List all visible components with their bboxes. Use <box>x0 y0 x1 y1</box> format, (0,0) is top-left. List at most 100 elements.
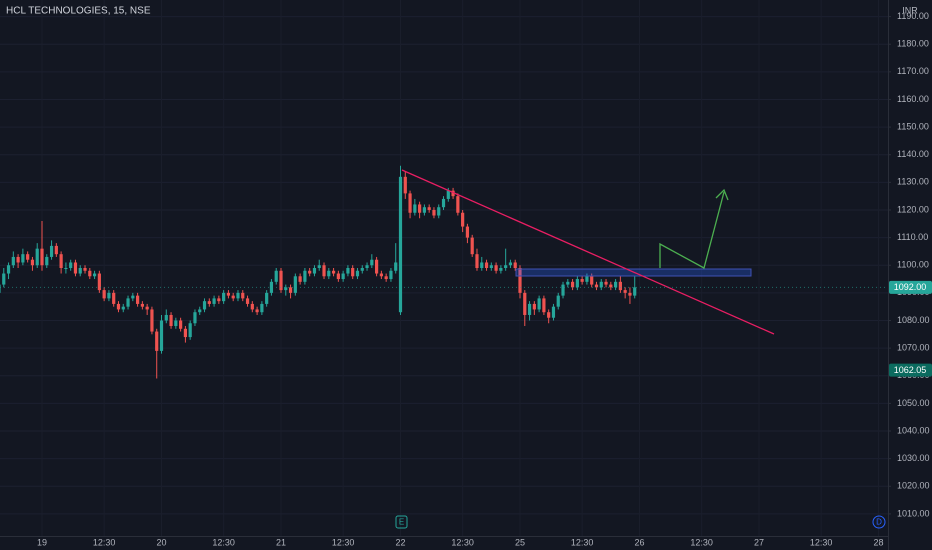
candle-body <box>480 262 484 268</box>
x-tick-label: 12:30 <box>571 537 594 547</box>
y-tick-label: 1170.00 <box>897 66 929 76</box>
dividend-icon-label: D <box>876 518 882 527</box>
x-tick-label: 21 <box>276 537 286 547</box>
price-label: 1062.05 <box>894 365 927 375</box>
y-tick-label: 1130.00 <box>897 177 929 187</box>
candle-body <box>370 259 374 266</box>
candle-body <box>470 237 474 255</box>
dividend-icon[interactable]: D <box>872 515 886 529</box>
candle-body <box>140 303 144 307</box>
candle-body <box>604 281 608 285</box>
candle-body <box>245 298 250 304</box>
y-tick-label: 1140.00 <box>897 149 929 159</box>
x-tick-label: 12:30 <box>690 537 713 547</box>
candle-body <box>628 292 632 296</box>
candle-body <box>355 270 360 277</box>
candle-body <box>451 190 455 197</box>
candle-body <box>131 295 135 299</box>
y-tick-label: 1070.00 <box>897 342 930 352</box>
candle-body <box>73 262 78 274</box>
candle-body <box>121 306 125 310</box>
chart-title: HCL TECHNOLOGIES, 15, NSE <box>6 6 151 17</box>
x-tick-label: 28 <box>873 537 883 547</box>
candle-body <box>164 314 168 321</box>
candle-body <box>255 309 259 313</box>
candle-body <box>322 265 326 277</box>
candle-body <box>527 303 532 315</box>
candle-body <box>532 303 536 310</box>
y-tick-label: 1020.00 <box>897 481 930 491</box>
x-tick-label: 12:30 <box>93 537 116 547</box>
candle-body <box>547 312 551 318</box>
candle-body <box>609 284 613 288</box>
x-tick-label: 22 <box>395 537 405 547</box>
event-icon[interactable]: E <box>395 515 408 529</box>
candle-body <box>556 295 560 307</box>
candle-body <box>188 323 192 338</box>
candle-body <box>155 331 159 351</box>
candle-body <box>40 248 44 266</box>
candle-body <box>437 207 441 216</box>
candle-body <box>198 309 202 313</box>
y-tick-label: 1030.00 <box>897 453 930 463</box>
x-tick-label: 20 <box>156 537 166 547</box>
candle-body <box>513 262 517 268</box>
candle-body <box>389 270 393 280</box>
candle-body <box>236 292 240 299</box>
candle-body <box>375 259 379 274</box>
candle-body <box>179 320 183 329</box>
event-icon-label: E <box>399 518 404 527</box>
candle-body <box>599 281 603 288</box>
candle-body <box>112 292 116 304</box>
candle-body <box>288 287 293 293</box>
candle-body <box>69 262 73 268</box>
candle-body <box>126 298 130 307</box>
x-tick-label: 12:30 <box>332 537 355 547</box>
candle-body <box>594 284 599 288</box>
price-label: 1092.00 <box>894 282 927 292</box>
candle-body <box>250 303 254 310</box>
candle-body <box>422 207 426 213</box>
currency-label: INR <box>902 5 918 15</box>
candle-body <box>351 268 355 277</box>
candle-body <box>11 256 15 266</box>
candle-body <box>97 273 101 291</box>
candle-body <box>107 292 111 299</box>
candle-body <box>231 295 235 299</box>
candle-body <box>623 290 627 293</box>
candle-body <box>64 268 68 269</box>
candle-body <box>618 281 622 291</box>
candle-body <box>418 204 422 213</box>
x-tick-label: 26 <box>634 537 644 547</box>
candle-body <box>59 254 63 268</box>
candle-body <box>6 265 11 274</box>
candle-body <box>537 298 541 310</box>
candle-body <box>331 270 336 274</box>
candle-body <box>461 212 465 227</box>
candle-body <box>465 226 470 238</box>
candle-body <box>456 196 460 213</box>
candle-body <box>575 279 579 288</box>
x-tick-label: 12:30 <box>810 537 833 547</box>
candle-body <box>633 287 637 296</box>
candle-body <box>49 245 54 257</box>
candle-body <box>241 292 245 299</box>
candle-body <box>202 301 207 310</box>
y-tick-label: 1190.00 <box>897 11 929 21</box>
candle-body <box>336 273 340 280</box>
y-tick-label: 1180.00 <box>897 39 929 49</box>
candle-body <box>298 276 302 282</box>
y-tick-label: 1150.00 <box>897 121 929 131</box>
candle-body <box>303 270 307 282</box>
candle-body <box>580 279 584 282</box>
candle-body <box>508 262 513 266</box>
candle-body <box>226 292 231 296</box>
candle-body <box>136 295 140 304</box>
candle-body <box>398 176 403 313</box>
candle-body <box>518 268 522 293</box>
candle-body <box>413 204 417 213</box>
event-icon-frame <box>395 515 408 529</box>
candle-body <box>379 273 383 277</box>
